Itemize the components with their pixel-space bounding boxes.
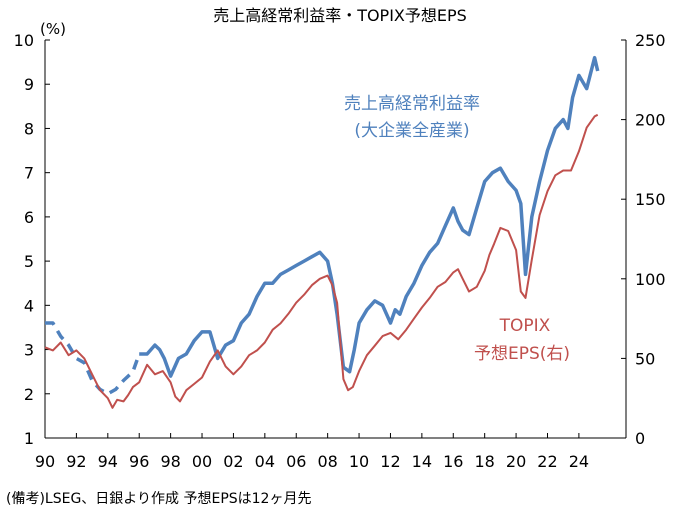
- x-tick-label: 24: [569, 452, 589, 471]
- x-tick-label: 02: [223, 452, 243, 471]
- footnote: (備考)LSEG、日銀より作成 予想EPSは12ヶ月先: [6, 491, 312, 507]
- series-lines: [44, 55, 600, 409]
- series-line-margin: [139, 55, 600, 378]
- left-tick-label: 7: [24, 164, 34, 183]
- series-label-eps-line1: TOPIX: [499, 316, 551, 336]
- x-tick-label: 98: [160, 452, 180, 471]
- series-label-eps-line2: 予想EPS(右): [474, 344, 570, 364]
- right-tick-label: 200: [635, 111, 666, 130]
- left-tick-label: 10: [14, 31, 34, 50]
- chart-title: 売上高経常利益率・TOPIX予想EPS: [213, 6, 467, 25]
- x-tick-label: 94: [98, 452, 118, 471]
- left-tick-label: 5: [24, 252, 34, 271]
- x-tick-label: 14: [412, 452, 432, 471]
- left-tick-label: 2: [24, 385, 34, 404]
- x-tick-label: 18: [474, 452, 494, 471]
- x-tick-label: 12: [380, 452, 400, 471]
- x-tick-label: 90: [35, 452, 55, 471]
- x-tick-label: 20: [506, 452, 526, 471]
- left-tick-label: 8: [24, 119, 34, 138]
- x-tick-label: 06: [286, 452, 306, 471]
- x-axis-ticks: 90 92 94 96 98 00 02 04 06 08 10 12 14 16 18 20 22 24: [35, 433, 589, 471]
- x-tick-label: 92: [66, 452, 86, 471]
- left-tick-label: 9: [24, 75, 34, 94]
- right-tick-label: 150: [635, 190, 666, 209]
- left-axis-unit-label: (%): [40, 20, 66, 38]
- x-tick-label: 22: [537, 452, 557, 471]
- series-line-margin-dashed: [45, 321, 141, 396]
- x-tick-label: 16: [443, 452, 463, 471]
- right-tick-label: 50: [635, 349, 655, 368]
- x-tick-label: 10: [349, 452, 369, 471]
- x-tick-label: 04: [255, 452, 275, 471]
- right-tick-label: 250: [635, 31, 666, 50]
- x-tick-label: 00: [192, 452, 212, 471]
- right-tick-label: 0: [635, 429, 645, 448]
- left-tick-label: 4: [24, 296, 34, 315]
- right-axis-ticks: 0 50 100 150 200 250: [621, 31, 666, 448]
- left-tick-label: 6: [24, 208, 34, 227]
- series-label-margin-line2: (大企業全産業): [354, 121, 469, 141]
- left-axis-ticks: 1 2 3 4 5 6 7 8 9 10: [14, 31, 50, 448]
- series-line-eps: [44, 113, 599, 409]
- left-tick-label: 3: [24, 341, 34, 360]
- axes: [44, 40, 627, 439]
- right-tick-label: 100: [635, 270, 666, 289]
- x-tick-label: 96: [129, 452, 149, 471]
- x-tick-label: 08: [317, 452, 337, 471]
- left-tick-label: 1: [24, 429, 34, 448]
- series-label-margin-line1: 売上高経常利益率: [344, 94, 480, 114]
